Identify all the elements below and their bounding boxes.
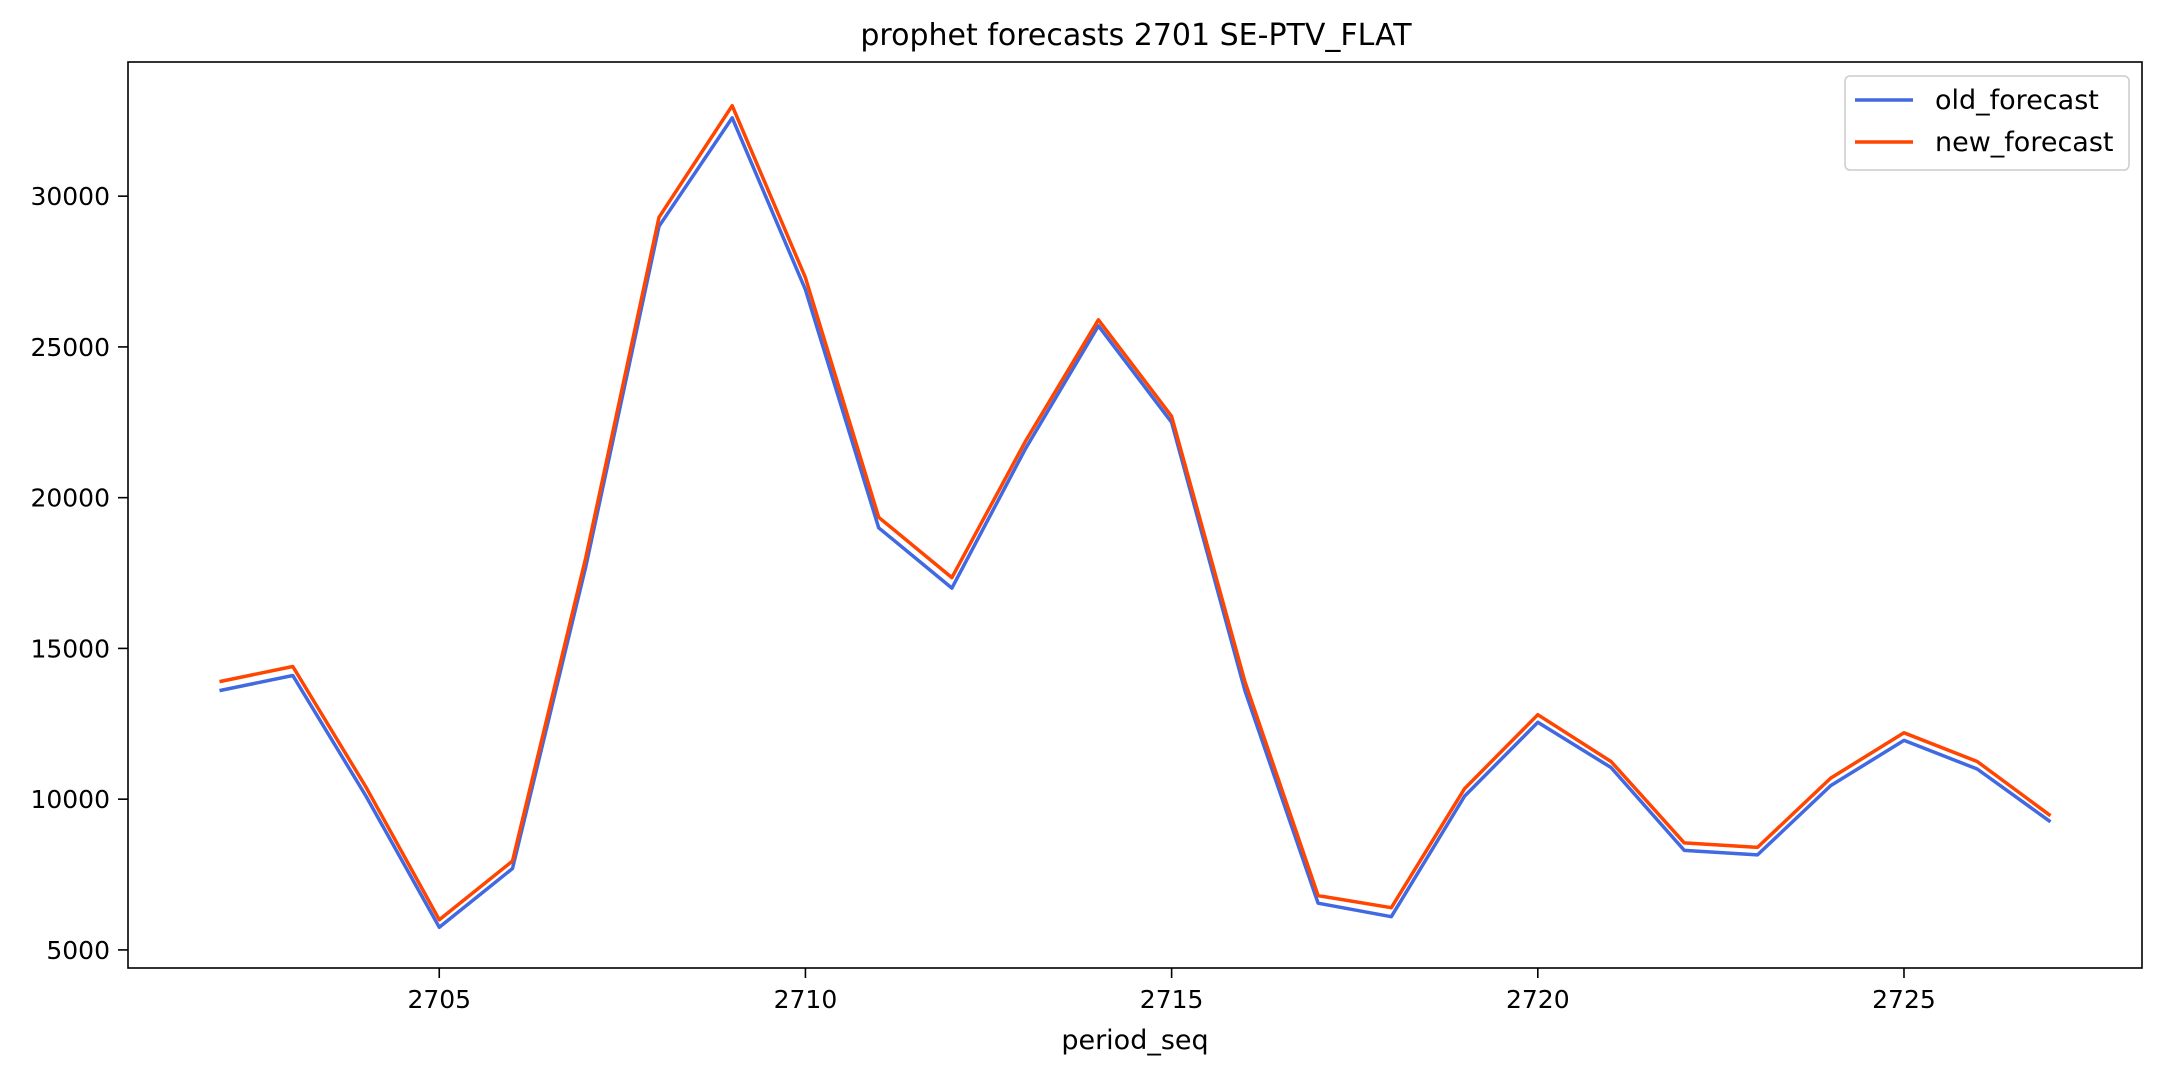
x-tick-label-2720: 2720 (1506, 985, 1570, 1014)
series-line-old-forecast (219, 116, 2052, 930)
x-tick-label-2705: 2705 (407, 985, 471, 1014)
chart-title: prophet forecasts 2701 SE-PTV_FLAT (860, 18, 1412, 53)
x-tick-label-2715: 2715 (1140, 985, 1204, 1014)
x-tick-label-2725: 2725 (1872, 985, 1936, 1014)
y-tick-label-30000: 30000 (30, 182, 110, 211)
y-tick-label-5000: 5000 (46, 936, 110, 965)
x-tick-label-2710: 2710 (774, 985, 838, 1014)
x-axis-label: period_seq (1061, 1025, 1208, 1056)
legend-label-old-forecast: old_forecast (1935, 85, 2099, 116)
plot-frame (127, 61, 2143, 969)
y-tick-label-20000: 20000 (30, 484, 110, 513)
legend: old_forecast new_forecast (1844, 75, 2130, 171)
x-axis-ticks: 2705 2710 2715 2720 2725 (407, 968, 1936, 1014)
y-tick-label-10000: 10000 (30, 785, 110, 814)
series-layer (219, 103, 2052, 930)
legend-box (1844, 75, 2130, 171)
y-tick-label-15000: 15000 (30, 634, 110, 663)
legend-label-new-forecast: new_forecast (1935, 127, 2114, 158)
y-axis-ticks: 5000 10000 15000 20000 25000 30000 (30, 182, 128, 965)
series-line-new-forecast (219, 103, 2052, 922)
y-tick-label-25000: 25000 (30, 333, 110, 362)
